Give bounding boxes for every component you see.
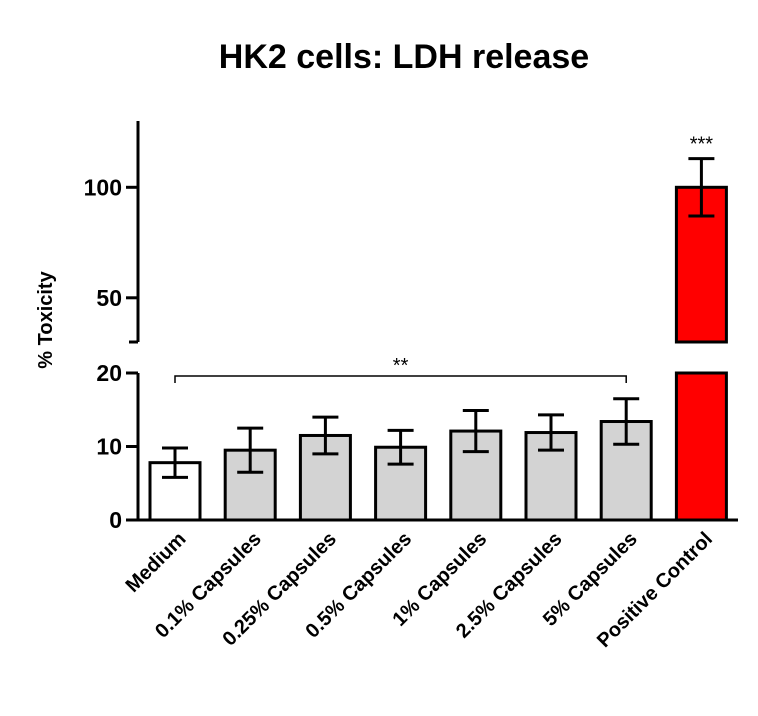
bar (298, 433, 352, 522)
bar (148, 461, 202, 522)
significance-label: ** (393, 355, 409, 377)
y-tick-label: 0 (109, 507, 122, 533)
y-tick-label: 50 (96, 285, 122, 311)
annotations: ***** (174, 134, 714, 383)
chart-title: HK2 cells: LDH release (219, 38, 589, 76)
bar-lower-part (674, 371, 728, 522)
y-axis-label: % Toxicity (35, 270, 57, 368)
bar (449, 429, 503, 522)
bars (148, 157, 728, 522)
x-tick-label: Medium (122, 528, 191, 597)
y-tick-label: 20 (96, 360, 122, 386)
significance-label: *** (690, 134, 714, 156)
significance-bracket (174, 375, 627, 383)
y-tick-label: 100 (84, 174, 122, 200)
y-tick-label: 10 (96, 434, 122, 460)
